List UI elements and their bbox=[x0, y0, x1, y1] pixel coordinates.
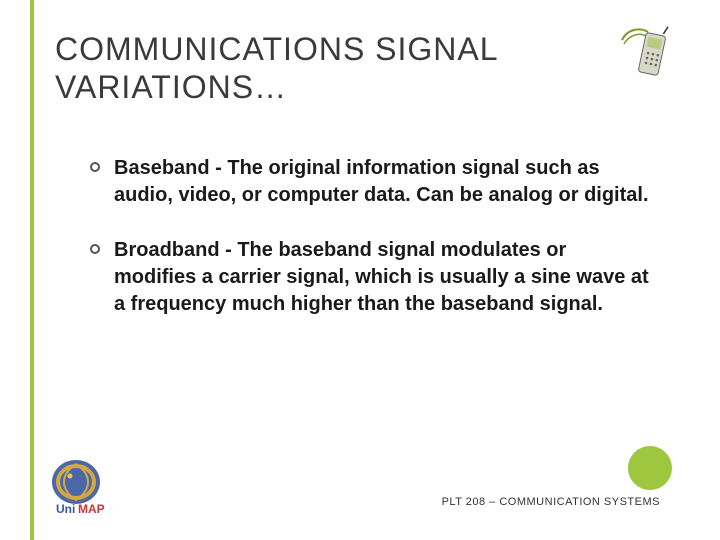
page-title: COMMUNICATIONS SIGNAL VARIATIONS… bbox=[55, 30, 499, 107]
list-item: Broadband - The baseband signal modulate… bbox=[90, 237, 650, 318]
term-label: Baseband bbox=[114, 157, 210, 179]
title-line-2: VARIATIONS… bbox=[55, 69, 287, 105]
corner-accent-circle-icon bbox=[628, 446, 672, 490]
footer-course-label: PLT 208 – COMMUNICATION SYSTEMS bbox=[442, 496, 660, 508]
bullet-marker-icon bbox=[90, 244, 100, 254]
term-label: Broadband bbox=[114, 239, 220, 261]
svg-text:Uni: Uni bbox=[56, 502, 75, 516]
mobile-phone-icon bbox=[612, 22, 672, 82]
bullet-text: Baseband - The original information sign… bbox=[114, 155, 650, 209]
svg-text:MAP: MAP bbox=[78, 502, 105, 516]
bullet-marker-icon bbox=[90, 162, 100, 172]
list-item: Baseband - The original information sign… bbox=[90, 155, 650, 209]
accent-sidebar-line bbox=[30, 0, 34, 540]
title-line-1: COMMUNICATIONS SIGNAL bbox=[55, 31, 499, 67]
unimap-logo-icon: Uni MAP bbox=[46, 458, 118, 518]
bullet-text: Broadband - The baseband signal modulate… bbox=[114, 237, 650, 318]
content-area: Baseband - The original information sign… bbox=[90, 155, 650, 346]
